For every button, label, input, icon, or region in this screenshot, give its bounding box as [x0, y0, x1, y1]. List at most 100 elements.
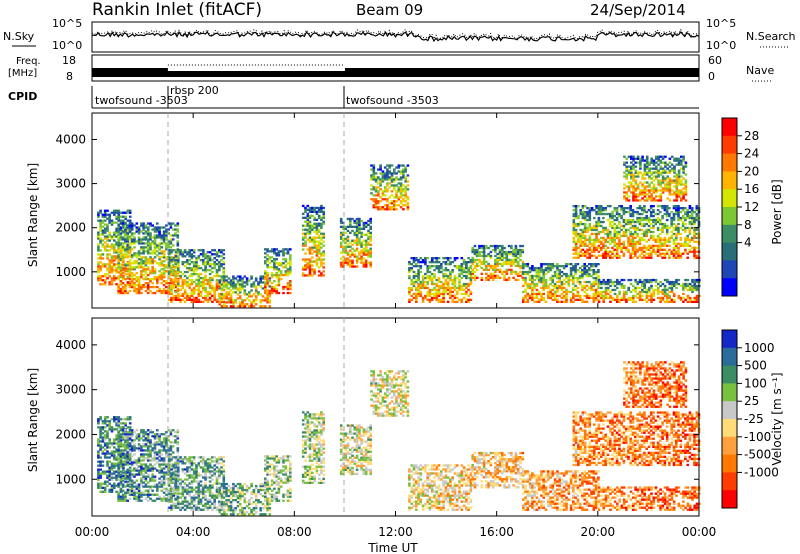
heatmap-cell	[364, 263, 368, 266]
heatmap-cell	[430, 259, 434, 262]
heatmap-cell	[346, 225, 350, 228]
heatmap-cell	[636, 240, 639, 243]
heatmap-cell	[551, 280, 555, 284]
heatmap-cell	[473, 244, 477, 248]
heatmap-cell	[360, 259, 363, 262]
heatmap-cell	[588, 272, 591, 276]
heatmap-cell	[578, 294, 582, 298]
heatmap-cell	[115, 221, 118, 224]
heatmap-cell	[99, 233, 102, 236]
heatmap-cell	[236, 279, 240, 282]
heatmap-cell	[675, 187, 679, 190]
heatmap-cell	[322, 244, 325, 247]
heatmap-cell	[149, 222, 152, 225]
heatmap-cell	[597, 216, 601, 220]
heatmap-cell	[268, 262, 272, 265]
heatmap-cell	[286, 274, 290, 277]
heatmap-cell	[289, 256, 292, 259]
heatmap-cell	[135, 291, 139, 295]
heatmap-cell	[304, 234, 307, 237]
heatmap-cell	[367, 231, 370, 234]
heatmap-cell	[673, 185, 676, 188]
heatmap-cell	[311, 246, 314, 249]
heatmap-cell	[652, 292, 656, 296]
heatmap-cell	[322, 262, 325, 265]
heatmap-cell	[618, 230, 621, 234]
heatmap-cell	[588, 286, 591, 290]
heatmap-cell	[395, 204, 398, 207]
heatmap-cell	[620, 246, 623, 249]
heatmap-cell	[659, 248, 662, 251]
heatmap-cell	[108, 261, 111, 264]
heatmap-cell	[192, 261, 196, 264]
heatmap-cell	[415, 294, 418, 298]
heatmap-cell	[121, 242, 125, 245]
heatmap-cell	[666, 181, 669, 184]
heatmap-cell	[471, 248, 474, 252]
heatmap-cell	[383, 208, 387, 211]
heatmap-cell	[183, 290, 187, 294]
heatmap-cell	[528, 284, 532, 288]
nsky-label: N.Sky	[3, 30, 35, 43]
heatmap-cell	[264, 297, 267, 300]
heatmap-cell	[218, 265, 221, 268]
heatmap-cell	[97, 279, 100, 282]
heatmap-cell	[135, 278, 139, 281]
noise-frame	[91, 21, 700, 53]
heatmap-cell	[695, 212, 699, 216]
heatmap-cell	[547, 284, 550, 288]
heatmap-cell	[613, 236, 617, 240]
heatmap-cell	[115, 229, 118, 232]
heatmap-cell	[672, 292, 676, 296]
heatmap-cell	[560, 282, 564, 286]
heatmap-cell	[424, 280, 427, 284]
heatmap-cell	[386, 174, 389, 177]
heatmap-cell	[342, 225, 345, 228]
heatmap-cell	[599, 212, 603, 216]
heatmap-cell	[652, 183, 656, 186]
heatmap-cell	[588, 214, 592, 218]
heatmap-cell	[370, 178, 373, 181]
heatmap-cell	[218, 251, 221, 254]
heatmap-cell	[417, 274, 420, 278]
heatmap-cell	[344, 241, 347, 244]
heatmap-cell	[572, 286, 575, 290]
heatmap-cell	[604, 238, 607, 241]
heatmap-cell	[121, 278, 125, 281]
heatmap-cell	[156, 222, 159, 225]
heatmap-cell	[469, 261, 473, 264]
heatmap-cell	[397, 164, 401, 167]
heatmap-cell	[151, 228, 154, 231]
heatmap-cell	[108, 470, 111, 473]
heatmap-cell	[659, 155, 663, 158]
heatmap-cell	[202, 276, 205, 280]
heatmap-cell	[588, 207, 592, 210]
heatmap-cell	[252, 285, 256, 288]
heatmap-cell	[578, 276, 582, 280]
heatmap-cell	[638, 228, 642, 232]
heatmap-cell	[585, 292, 589, 296]
heatmap-cell	[661, 252, 664, 255]
heatmap-cell	[349, 231, 352, 234]
heatmap-cell	[252, 299, 256, 302]
heatmap-cell	[362, 265, 366, 268]
heatmap-cell	[585, 280, 589, 284]
heatmap-cell	[362, 223, 366, 226]
heatmap-cell	[514, 250, 518, 254]
heatmap-cell	[199, 272, 203, 276]
heatmap-cell	[264, 256, 267, 259]
heatmap-cell	[668, 282, 671, 286]
heatmap-cell	[618, 238, 621, 241]
heatmap-cell	[243, 293, 247, 296]
heatmap-cell	[574, 265, 577, 268]
heatmap-cell	[496, 246, 499, 250]
heatmap-cell	[268, 301, 272, 304]
heatmap-cell	[680, 179, 683, 182]
heatmap-cell	[494, 246, 497, 250]
heatmap-cell	[308, 228, 312, 231]
heatmap-cell	[469, 292, 473, 296]
heatmap-cell	[315, 218, 319, 221]
heatmap-cell	[220, 299, 224, 302]
heatmap-cell	[204, 282, 207, 286]
heatmap-cell	[585, 270, 589, 274]
